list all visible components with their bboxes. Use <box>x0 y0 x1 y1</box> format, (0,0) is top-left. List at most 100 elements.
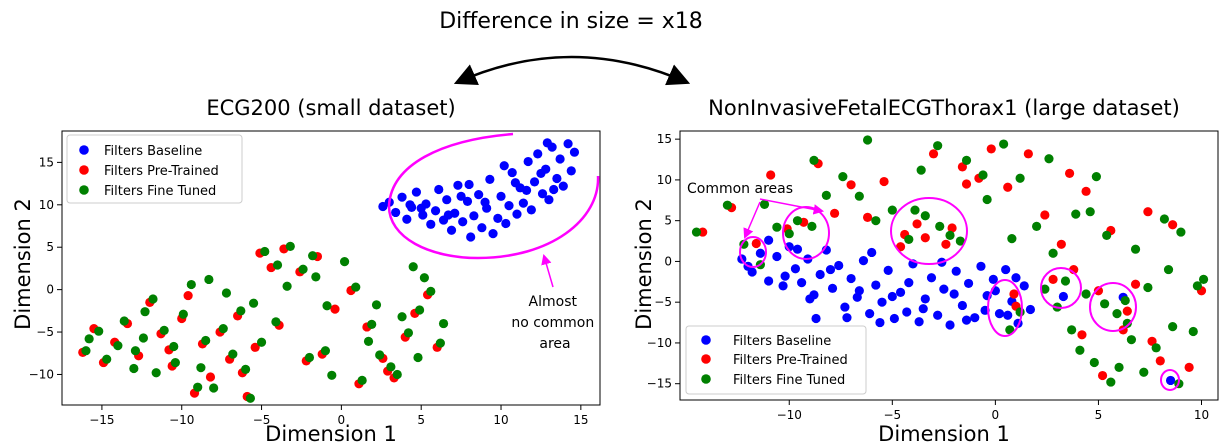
point-baseline <box>939 284 949 294</box>
legend-label-pretrained: Filters Pre-Trained <box>733 353 848 368</box>
chart-noninvasive-fetal-ecg: NonInvasiveFetalECGThorax1 (large datase… <box>632 96 1219 446</box>
point-baseline <box>464 179 474 190</box>
point-finetuned <box>1176 227 1186 237</box>
point-baseline <box>485 174 495 184</box>
point-baseline <box>846 273 856 284</box>
point-finetuned <box>186 279 196 290</box>
point-baseline <box>914 317 924 327</box>
legend-marker-pretrained <box>79 165 89 175</box>
point-finetuned <box>357 375 367 385</box>
point-baseline <box>805 294 815 304</box>
point-pretrained <box>986 144 996 154</box>
point-pretrained <box>912 219 922 229</box>
annotation-line-2: no common <box>511 315 594 331</box>
common-area-ellipse <box>987 279 1023 337</box>
y-tick-label: −5 <box>654 295 672 309</box>
point-baseline <box>834 260 844 271</box>
point-baseline <box>1165 375 1176 386</box>
point-baseline <box>887 291 897 302</box>
point-baseline <box>563 139 573 149</box>
legend-marker-finetuned <box>79 185 89 195</box>
point-baseline <box>842 313 852 323</box>
point-finetuned <box>904 234 914 245</box>
point-finetuned <box>691 227 702 237</box>
point-finetuned <box>285 241 295 251</box>
point-pretrained <box>1003 182 1013 192</box>
point-baseline <box>434 184 444 195</box>
point-pretrained <box>928 149 939 159</box>
point-pretrained <box>1040 210 1050 220</box>
y-tick-label: 15 <box>657 132 672 146</box>
point-baseline <box>402 214 412 224</box>
point-finetuned <box>1032 221 1042 231</box>
x-tick-label: 0 <box>338 413 346 427</box>
legend-label-pretrained: Filters Pre-Trained <box>104 164 219 179</box>
point-baseline <box>904 278 914 288</box>
point-finetuned <box>999 139 1009 149</box>
y-tick-label: 5 <box>664 214 672 228</box>
point-baseline <box>1058 291 1069 302</box>
point-pretrained <box>1155 356 1165 366</box>
point-finetuned <box>978 170 988 180</box>
point-baseline <box>566 166 576 176</box>
point-baseline <box>1011 273 1021 283</box>
point-finetuned <box>961 155 972 165</box>
point-baseline <box>474 190 484 200</box>
annotation-arrow-1 <box>743 201 761 239</box>
point-finetuned <box>320 346 331 356</box>
point-finetuned <box>1112 308 1122 319</box>
x-tick-label: −15 <box>89 413 114 427</box>
point-finetuned <box>1005 325 1015 335</box>
x-tick-label: −10 <box>777 408 802 422</box>
point-baseline <box>1003 310 1013 320</box>
point-finetuned <box>403 328 414 338</box>
point-baseline <box>537 189 548 199</box>
point-baseline <box>446 225 457 235</box>
point-baseline <box>764 235 774 245</box>
point-baseline <box>778 281 788 291</box>
point-pretrained <box>1097 370 1108 381</box>
point-finetuned <box>138 333 149 343</box>
point-baseline <box>877 297 887 307</box>
common-area-ellipse <box>739 236 767 268</box>
point-finetuned <box>1071 209 1081 219</box>
x-tick-label: 0 <box>992 408 1000 422</box>
x-tick-label: 15 <box>573 413 588 427</box>
point-finetuned <box>1198 274 1209 284</box>
point-finetuned <box>1085 207 1095 217</box>
point-baseline <box>815 269 825 280</box>
point-finetuned <box>228 349 238 359</box>
point-finetuned <box>367 319 377 330</box>
point-baseline <box>961 315 972 325</box>
point-baseline <box>1025 304 1036 315</box>
point-baseline <box>458 217 468 227</box>
point-finetuned <box>854 191 864 201</box>
point-pretrained <box>829 208 840 218</box>
y-tick-label: −5 <box>36 325 54 339</box>
tick-group: −10 −5 0 5 10 −15 −10 −5 0 5 10 15 <box>647 132 1209 422</box>
y-axis-label: Dimension 2 <box>11 198 35 330</box>
point-finetuned <box>201 335 211 346</box>
point-pretrained <box>879 176 889 187</box>
point-finetuned <box>1192 281 1202 291</box>
point-finetuned <box>1075 345 1085 355</box>
point-baseline <box>391 207 401 218</box>
point-baseline <box>875 317 885 328</box>
point-finetuned <box>1100 299 1110 309</box>
point-baseline <box>510 178 520 188</box>
point-finetuned <box>426 286 436 296</box>
point-finetuned <box>920 211 930 221</box>
point-pretrained <box>1077 330 1087 340</box>
point-baseline <box>951 266 961 276</box>
y-tick-label: 0 <box>664 254 672 268</box>
point-baseline <box>790 264 801 274</box>
point-baseline <box>1001 264 1011 275</box>
chart-title: ECG200 (small dataset) <box>206 96 455 120</box>
point-finetuned <box>1091 172 1101 182</box>
point-finetuned <box>193 382 203 392</box>
annotation-line-1: Almost <box>529 294 578 310</box>
point-finetuned <box>1126 335 1137 345</box>
point-finetuned <box>807 221 817 231</box>
point-finetuned <box>129 363 139 374</box>
annotation-text: Common areas <box>687 181 793 197</box>
